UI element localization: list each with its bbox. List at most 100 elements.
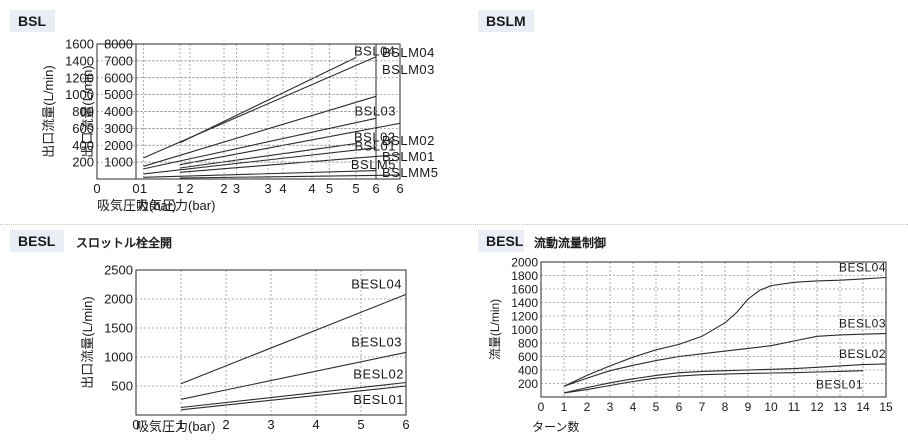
chart-panel-bsl: BSL 0 1 2 3 4 5 6 1000 2000 3000 4000 5000 6000 7000 8… — [0, 0, 454, 224]
y-tick-label: 1200 — [511, 310, 538, 324]
x-axis-label: 吸気圧力(bar) — [136, 419, 215, 434]
chart-badge: BSL — [10, 10, 55, 32]
chart-subtitle: スロットル栓全開 — [76, 236, 173, 250]
y-tick-label: 400 — [518, 364, 538, 378]
x-tick-label: 2 — [186, 181, 193, 196]
y-axis-label: 出口流量(L/min) — [80, 65, 95, 157]
x-tick-label: 0 — [132, 181, 139, 196]
series-line — [563, 276, 887, 387]
series-label: BSLM5 — [351, 157, 396, 172]
y-tick-label: 2000 — [104, 292, 133, 307]
series-label: BESL04 — [351, 276, 402, 291]
plot-frame — [135, 269, 407, 416]
series-label: BSL03 — [354, 103, 396, 118]
x-tick-label: 11 — [788, 400, 801, 414]
series-line — [143, 56, 377, 159]
series-line — [143, 147, 377, 175]
x-tick-label: 4 — [312, 417, 319, 432]
series-label: BSLM02 — [382, 133, 435, 148]
series-label: BESL04 — [839, 261, 886, 275]
y-axis-label: 出口流量(L/min) — [41, 65, 56, 157]
x-tick-label: 6 — [402, 417, 409, 432]
x-tick-label: 14 — [856, 400, 870, 414]
plot-frame — [96, 43, 377, 180]
chart-svg: 0 1 2 3 4 5 6 500 1000 1500 2000 2500 吸気圧力(bar) 出口流量(… — [80, 263, 410, 435]
chart-svg: 0 1 2 3 4 5 6 7 8 9 10 11 12 13 14 15200400600800100012… — [488, 256, 893, 435]
x-tick-label: 3 — [607, 400, 614, 414]
series-line — [563, 370, 864, 394]
series-label: BESL02 — [353, 367, 404, 382]
series-label: BESL03 — [839, 317, 886, 331]
series-line — [179, 153, 401, 173]
x-tick-label: 1 — [561, 400, 568, 414]
series-line — [143, 95, 377, 167]
y-tick-label: 2000 — [511, 256, 538, 270]
x-tick-label: 3 — [267, 417, 274, 432]
x-axis-label: 吸気圧力(bar) — [97, 198, 176, 213]
x-tick-label: 2 — [222, 417, 229, 432]
series-line — [180, 351, 407, 400]
series-label: BESL01 — [353, 392, 404, 407]
x-tick-label: 4 — [279, 181, 286, 196]
x-tick-label: 2 — [584, 400, 591, 414]
y-tick-label: 200 — [72, 155, 94, 170]
x-tick-label: 7 — [699, 400, 706, 414]
series-label: BSL02 — [354, 130, 396, 145]
y-axis-label: 流量(L/min) — [488, 299, 502, 360]
x-tick-label: 0 — [93, 181, 100, 196]
x-tick-label: 5 — [357, 417, 364, 432]
series-line — [179, 122, 401, 166]
x-tick-label: 5 — [352, 181, 359, 196]
series-line — [179, 143, 357, 169]
x-tick-label: 15 — [879, 400, 893, 414]
y-tick-label: 1400 — [511, 296, 538, 310]
y-axis-label: 出口流量(L/min) — [80, 296, 95, 388]
series-label: BESL03 — [351, 334, 402, 349]
x-tick-label: 0 — [132, 417, 139, 432]
x-tick-label: 3 — [233, 181, 240, 196]
x-tick-label: 1 — [177, 417, 184, 432]
chart-subtitle: 流動流量制御 — [534, 236, 607, 250]
chart-panel-besl-flow-control: BESL 流動流量制御 0 1 2 3 4 5 6 7 8 9 10 11 12 13 14 15 200 400… — [454, 224, 908, 444]
series-line — [180, 293, 407, 385]
panel-separator — [0, 224, 908, 225]
x-tick-label: 4 — [630, 400, 637, 414]
chart-body: 0 1 2 3 4 5 6 500 1000 1500 2000 2500 吸気圧力(bar) 出口流量(… — [80, 263, 410, 435]
y-tick-label: 1400 — [65, 53, 94, 68]
chart-panel-bslm: BSLM 0 1 2 3 4 5 6 200 400 600 800 1000 1200 1400 1600… — [41, 0, 908, 224]
x-tick-label: 2 — [220, 181, 227, 196]
series-line — [143, 170, 377, 178]
chart-badge: BSLM — [478, 10, 534, 32]
chart-panel-besl-full-open: BESL スロットル栓全開 0 1 2 3 4 5 6 500 1000 1500 2000 2500… — [0, 224, 454, 444]
chart-body: 0 1 2 3 4 5 6 7 8 9 10 11 12 13 14 15200400600800100012… — [488, 256, 893, 435]
y-tick-label: 1000 — [511, 323, 538, 337]
series-label: BSLM03 — [382, 62, 435, 77]
x-tick-label: 10 — [764, 400, 778, 414]
y-tick-label: 1800 — [511, 269, 538, 283]
series-label: BSLM01 — [382, 149, 435, 164]
y-tick-label: 1500 — [104, 321, 133, 336]
x-tick-label: 6 — [372, 181, 379, 196]
series-line — [180, 381, 407, 409]
x-tick-label: 1 — [140, 181, 147, 196]
series-line — [179, 174, 401, 179]
chart-body: 0 1 2 3 4 5 610002000300040005000600070008000吸… — [80, 37, 404, 214]
chart-body: 0 1 2 3 4 5 62004006008001000120014001600吸気圧力(… — [41, 37, 438, 214]
x-tick-label: 3 — [264, 181, 271, 196]
x-axis-label: ターン数 — [532, 419, 579, 434]
x-tick-label: 4 — [308, 181, 315, 196]
series-label: BESL01 — [816, 378, 863, 392]
y-tick-label: 200 — [518, 377, 538, 391]
y-tick-label: 600 — [518, 350, 538, 364]
y-tick-label: 800 — [72, 104, 94, 119]
x-tick-label: 12 — [810, 400, 824, 414]
plot-frame — [540, 261, 887, 398]
chart-svg: 0 1 2 3 4 5 62004006008001000120014001600吸気圧力(… — [41, 37, 438, 214]
chart-svg: 0 1 2 3 4 5 610002000300040005000600070008000吸… — [80, 37, 404, 214]
series-label: BSL04 — [354, 44, 396, 59]
x-tick-label: 6 — [676, 400, 683, 414]
series-label: BESL02 — [839, 347, 886, 361]
series-label: BSLMM5 — [382, 165, 438, 180]
x-tick-label: 0 — [538, 400, 545, 414]
y-tick-label: 2500 — [104, 263, 133, 278]
